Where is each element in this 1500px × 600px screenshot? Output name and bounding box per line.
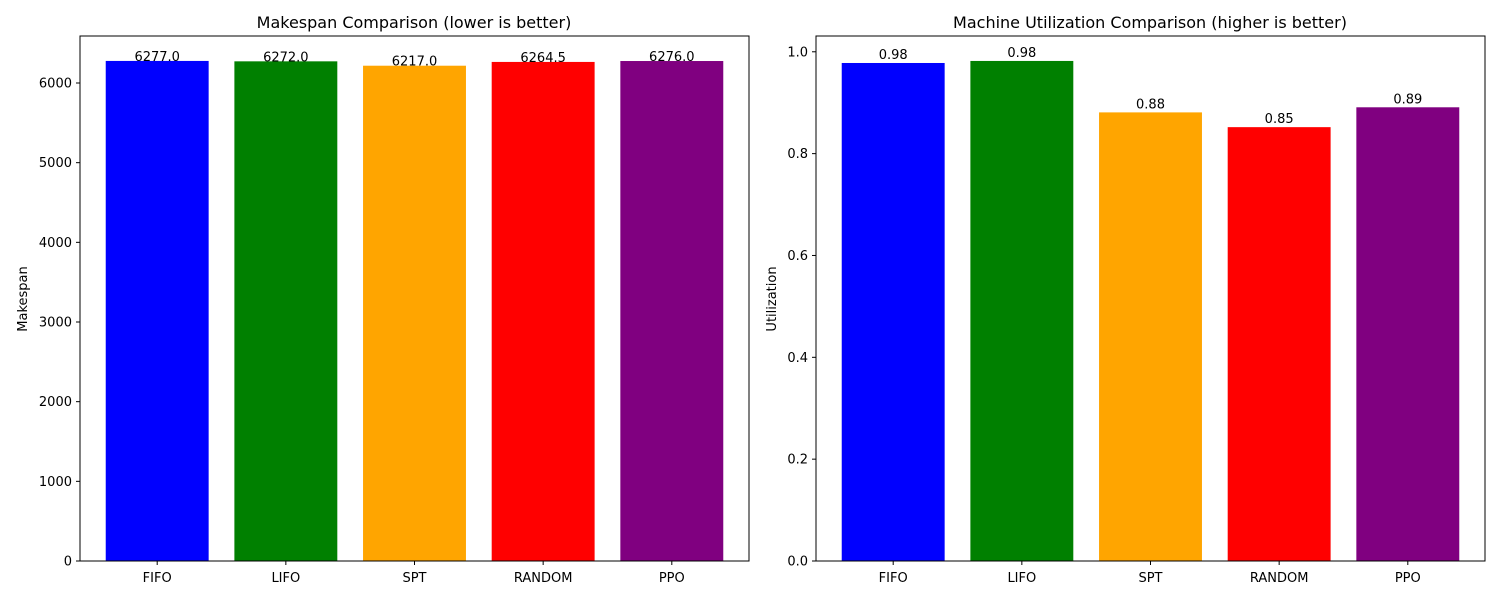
makespan-chart: Makespan Comparison (lower is better) Ma… — [16, 13, 750, 586]
x-tick-label: LIFO — [271, 571, 300, 586]
data-label-group: 6277.0 6272.0 6217.0 6264.5 6276.0 — [134, 50, 694, 70]
data-label: 6276.0 — [649, 50, 695, 65]
tick-group: FIFO LIFO SPT RANDOM PPO 0 1000 2000 3000 4000 500… — [39, 77, 685, 586]
y-tick-label: 0.0 — [787, 555, 808, 570]
bar-fifo — [841, 62, 945, 561]
y-tick-label: 6000 — [39, 77, 72, 92]
x-tick-label: PPO — [1395, 571, 1421, 586]
y-tick-label: 2000 — [39, 395, 72, 410]
plot-frame — [79, 35, 750, 562]
data-label-group: 0.98 0.98 0.88 0.85 0.89 — [879, 46, 1423, 127]
x-tick-label: FIFO — [143, 571, 172, 586]
x-tick-label: SPT — [402, 571, 426, 586]
data-label: 0.89 — [1393, 92, 1422, 107]
x-tick-label: LIFO — [1007, 571, 1036, 586]
y-tick-label: 0.4 — [787, 351, 808, 366]
data-label: 6277.0 — [134, 50, 180, 65]
chart-title: Makespan Comparison (lower is better) — [257, 13, 572, 32]
y-tick-label: 0.2 — [787, 453, 808, 468]
y-tick-label: 0.8 — [787, 147, 808, 162]
y-tick-label: 4000 — [39, 236, 72, 251]
bar-ppo — [620, 61, 724, 562]
y-tick-label: 5000 — [39, 156, 72, 171]
data-label: 6272.0 — [263, 50, 309, 65]
data-label: 6264.5 — [520, 51, 566, 66]
bar-lifo — [970, 60, 1074, 561]
data-label: 0.88 — [1136, 97, 1165, 112]
bar-group — [105, 60, 724, 562]
utilization-chart: Machine Utilization Comparison (higher i… — [765, 13, 1486, 586]
data-label: 0.85 — [1265, 112, 1294, 127]
y-axis-label: Makespan — [16, 266, 31, 331]
x-tick-label: SPT — [1138, 571, 1162, 586]
plot-frame — [815, 35, 1486, 562]
x-tick-label: PPO — [659, 571, 685, 586]
x-tick-label: RANDOM — [1250, 571, 1309, 586]
bar-random — [491, 61, 595, 561]
bar-spt — [1099, 112, 1202, 562]
tick-group: FIFO LIFO SPT RANDOM PPO 0.0 0.2 0.4 0.6 0.8 1.0 — [787, 45, 1420, 586]
y-tick-label: 1000 — [39, 475, 72, 490]
y-tick-label: 3000 — [39, 316, 72, 331]
x-tick-label: RANDOM — [514, 571, 573, 586]
x-tick-label: FIFO — [879, 571, 908, 586]
data-label: 6217.0 — [392, 55, 438, 70]
y-tick-label: 0.6 — [787, 249, 808, 264]
y-tick-label: 1.0 — [787, 45, 808, 60]
bar-ppo — [1356, 107, 1460, 561]
bar-spt — [363, 65, 466, 561]
bar-random — [1227, 127, 1331, 562]
y-axis-label: Utilization — [765, 266, 780, 331]
data-label: 0.98 — [879, 48, 908, 63]
y-tick-label: 0 — [64, 555, 72, 570]
chart-title: Machine Utilization Comparison (higher i… — [953, 13, 1347, 32]
bar-fifo — [105, 60, 209, 561]
data-label: 0.98 — [1007, 46, 1036, 61]
bar-group — [841, 60, 1460, 562]
bar-lifo — [234, 61, 338, 562]
